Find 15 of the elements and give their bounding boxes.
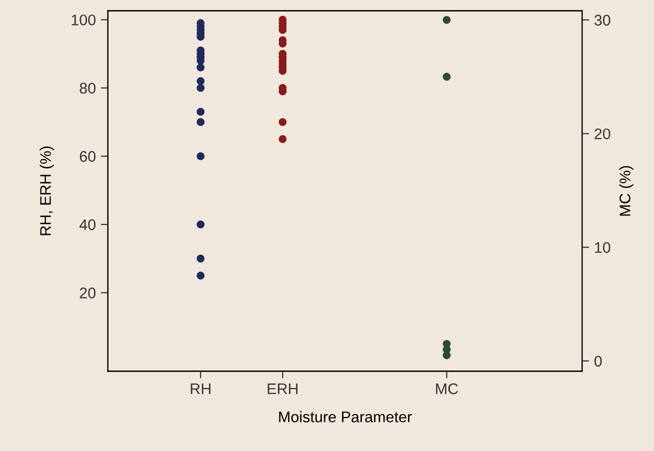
y-tick-label: 40 [79,219,96,230]
y-tick-label: 60 [80,151,96,162]
y2-tick-label: 0 [594,356,602,367]
y-axis-title: RH, ERH (%) [40,146,54,236]
x-tick-label: ERH [268,384,298,394]
y2-axis-title: MC (%) [619,166,634,216]
y-tick-label: 100 [72,14,96,26]
x-tick-label: MC [436,383,458,394]
y-tick-label: 80 [80,82,96,94]
x-tick-label: RH [190,384,210,394]
y2-tick-label: 30 [594,14,610,26]
y2-tick-label: 10 [595,242,610,253]
y2-tick-label: 20 [594,128,610,140]
y-tick-label: 20 [80,288,96,298]
x-axis-title: Moisture Parameter [279,411,412,422]
